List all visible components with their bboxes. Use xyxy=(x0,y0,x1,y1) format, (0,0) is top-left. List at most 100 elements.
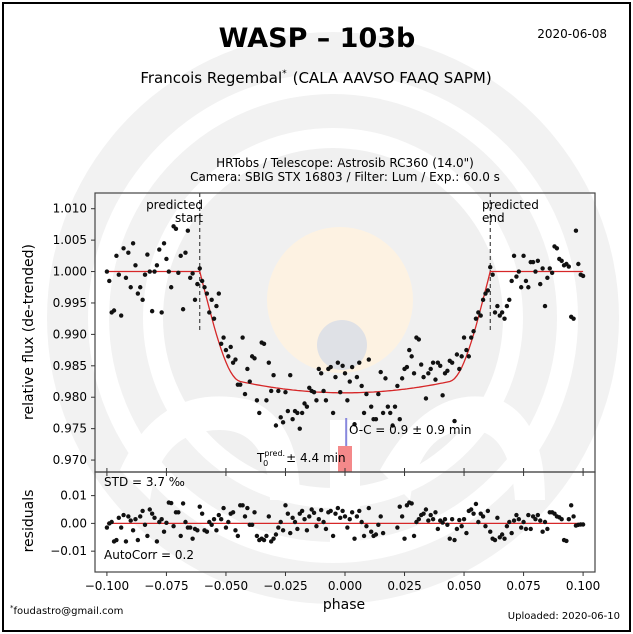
residual-point xyxy=(538,518,543,523)
data-point xyxy=(273,423,279,428)
residual-point xyxy=(399,514,405,519)
data-point xyxy=(542,303,548,309)
data-point xyxy=(476,310,481,315)
residual-point xyxy=(542,519,548,525)
residual-point xyxy=(342,514,348,519)
residual-point xyxy=(338,515,343,521)
data-point xyxy=(147,269,152,274)
x-tick-label: −0.100 xyxy=(85,579,129,593)
data-point xyxy=(240,335,245,340)
data-point xyxy=(540,266,545,271)
residual-point xyxy=(430,517,436,522)
x-tick-label: 0.050 xyxy=(447,579,481,593)
data-point xyxy=(409,354,414,359)
predicted-start-label-2: start xyxy=(175,211,203,225)
tpred-symbol: T xyxy=(256,451,265,465)
residual-point xyxy=(359,519,364,525)
residual-point xyxy=(464,530,469,536)
x-tick-label: −0.075 xyxy=(144,579,188,593)
residual-point xyxy=(159,517,164,522)
residual-point xyxy=(288,530,293,536)
data-point xyxy=(480,297,486,303)
residual-point xyxy=(380,530,386,536)
residual-point xyxy=(221,505,226,511)
residual-point xyxy=(218,517,224,522)
data-point xyxy=(373,417,379,422)
residual-point xyxy=(195,528,200,533)
x-tick-label: 0.075 xyxy=(506,579,540,593)
residual-point xyxy=(152,515,157,521)
residual-point xyxy=(299,508,305,514)
data-point xyxy=(318,371,324,376)
data-point xyxy=(257,410,262,416)
residual-point xyxy=(276,525,281,530)
data-point xyxy=(185,228,191,233)
residual-point xyxy=(197,504,202,509)
data-point xyxy=(580,273,586,279)
data-point xyxy=(283,389,288,395)
data-point xyxy=(576,261,581,267)
residual-y-tick-label: 0.01 xyxy=(60,489,87,503)
residual-point xyxy=(249,522,255,527)
data-point xyxy=(547,266,552,271)
data-point xyxy=(471,329,476,334)
residual-point xyxy=(335,505,341,511)
residual-point xyxy=(235,533,241,539)
chart-date: 2020-06-08 xyxy=(537,27,607,41)
observer-name: Francois Regembal xyxy=(140,69,282,87)
data-point xyxy=(204,291,210,296)
residual-point xyxy=(435,526,441,532)
residual-point xyxy=(121,512,126,518)
transit-model-curve xyxy=(106,270,584,394)
data-point xyxy=(126,250,131,255)
data-point xyxy=(399,376,405,381)
data-point xyxy=(354,374,360,380)
data-point xyxy=(323,398,329,403)
x-tick-label: −0.050 xyxy=(204,579,248,593)
data-point xyxy=(145,252,150,257)
residual-point xyxy=(323,526,329,532)
data-point xyxy=(149,308,155,314)
y-axis-label: relative flux (de-trended) xyxy=(21,244,37,420)
residual-point xyxy=(330,533,336,539)
residual-point xyxy=(311,510,317,516)
x-axis-label: phase xyxy=(323,597,365,613)
residual-point xyxy=(495,515,500,521)
residual-point xyxy=(214,528,219,533)
data-point xyxy=(264,398,269,403)
residual-point xyxy=(476,519,481,525)
residual-point xyxy=(266,514,272,519)
uploaded-date: Uploaded: 2020-06-10 xyxy=(508,611,620,622)
chart-subtitle-1: HRTobs / Telescope: Astrosib RC360 (14.0… xyxy=(216,156,474,170)
y-tick-label: 0.975 xyxy=(53,422,87,436)
email-footnote: *foudastro@gmail.com xyxy=(10,604,123,617)
residual-point xyxy=(290,515,295,521)
residual-point xyxy=(280,528,286,533)
data-point xyxy=(164,256,169,262)
data-point xyxy=(390,423,395,428)
residual-point xyxy=(304,528,310,533)
data-point xyxy=(330,410,336,416)
residual-point xyxy=(368,529,374,534)
data-point xyxy=(271,373,276,378)
data-point xyxy=(216,291,222,296)
data-point xyxy=(295,410,300,416)
data-point xyxy=(290,417,295,422)
email-text: foudastro@gmail.com xyxy=(14,606,124,617)
data-point xyxy=(168,285,174,290)
data-point xyxy=(488,264,493,270)
residual-point xyxy=(402,536,407,541)
residual-point xyxy=(147,507,152,512)
data-point xyxy=(333,374,338,380)
data-point xyxy=(304,404,310,409)
data-point xyxy=(445,368,450,374)
residual-point xyxy=(352,536,357,541)
data-point xyxy=(573,228,579,233)
residual-point xyxy=(116,515,122,521)
residual-point xyxy=(171,523,176,529)
residual-point xyxy=(357,508,362,514)
residual-point xyxy=(440,520,445,525)
residual-point xyxy=(559,517,564,522)
data-point xyxy=(504,303,510,309)
